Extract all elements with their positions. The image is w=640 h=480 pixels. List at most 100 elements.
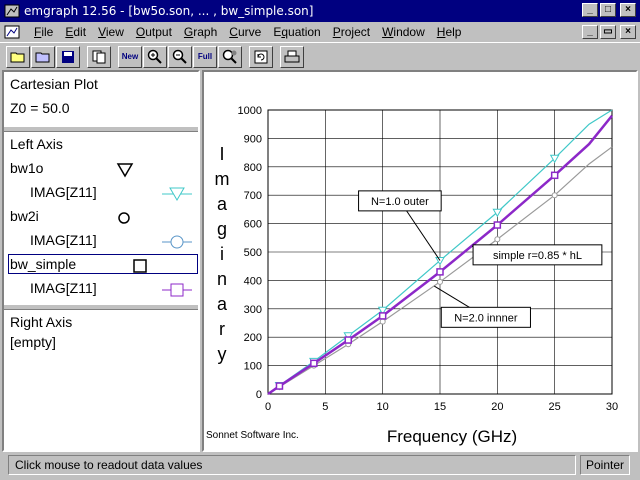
left-axis-panel: Left Axis bw1o IMAG[Z11] bw2i IMAG[Z11] … [4, 132, 198, 302]
annotation-label: simple r=0.85 * hL [493, 250, 582, 262]
menu-item[interactable]: View [98, 25, 124, 39]
data-point [492, 208, 503, 218]
plot-info-panel: Cartesian Plot Z0 = 50.0 [4, 72, 198, 126]
y-tick-label: 1000 [238, 105, 262, 117]
app-icon[interactable] [4, 3, 20, 19]
save-icon [62, 50, 74, 63]
legend-pane: Cartesian Plot Z0 = 50.0 Left Axis bw1o … [2, 70, 200, 452]
right-axis-panel: Right Axis [empty] [4, 310, 198, 450]
printer-icon [284, 50, 300, 62]
y-tick-label: 100 [244, 361, 262, 373]
footer-credit: Sonnet Software Inc. [206, 430, 299, 441]
triangle-symbol-icon [116, 163, 134, 178]
selected-trace-highlight[interactable] [8, 254, 198, 274]
trace-measurement: IMAG[Z11] [30, 232, 97, 248]
open-project-button[interactable] [31, 45, 55, 68]
x-tick-label: 20 [491, 401, 503, 413]
new-label: New [121, 52, 139, 61]
menu-item[interactable]: Edit [65, 25, 87, 39]
print-button[interactable] [280, 45, 304, 68]
doc-restore-button[interactable]: ▭ [600, 25, 616, 39]
status-bar: Click mouse to readout data values Point… [0, 452, 640, 480]
x-tick-label: 10 [377, 401, 389, 413]
zoom-settings-icon [222, 49, 237, 64]
x-tick-label: 25 [549, 401, 561, 413]
trace-measurement: IMAG[Z11] [30, 280, 97, 296]
data-point [310, 359, 318, 368]
x-tick-label: 5 [322, 401, 328, 413]
document-icon[interactable] [4, 24, 20, 40]
plot-frame [267, 109, 613, 395]
menu-bar: File Edit View Output Graph Curve Equation Proj… [0, 22, 640, 42]
title-bar: emgraph 12.56 - [bw5o.son, ... , bw_simp… [0, 0, 640, 22]
left-axis-title: Left Axis [10, 136, 63, 152]
zoom-in-button[interactable] [143, 45, 167, 68]
data-point [343, 332, 354, 341]
menu-item[interactable]: Equation [273, 25, 321, 39]
trace-line-sample-blue [162, 235, 192, 249]
maximize-button[interactable]: □ [600, 3, 616, 17]
circle-symbol-icon [118, 212, 130, 224]
z0-label: Z0 = 50.0 [10, 100, 70, 116]
menu-item[interactable]: Project [332, 25, 371, 39]
close-button[interactable]: × [620, 3, 636, 17]
y-tick-label: 400 [244, 275, 262, 287]
menu-item[interactable]: File [34, 25, 54, 39]
annotation-box [440, 306, 531, 328]
panel-divider[interactable] [4, 304, 198, 310]
data-point [437, 278, 443, 285]
doc-minimize-button[interactable]: _ [582, 25, 598, 39]
new-button[interactable]: New [118, 45, 142, 68]
zoom-out-button[interactable] [168, 45, 192, 68]
y-tick-label: 200 [244, 332, 262, 344]
trace-line-sample-cyan [162, 187, 192, 201]
plot-type-label: Cartesian Plot [10, 76, 98, 92]
zoom-full-button[interactable]: Full [193, 45, 217, 68]
trace-measurement: IMAG[Z11] [30, 184, 97, 200]
trace-name[interactable]: bw2i [10, 208, 39, 224]
status-mode: Pointer [580, 455, 630, 475]
trace-name[interactable]: bw1o [10, 160, 44, 176]
menu-item[interactable]: Help [436, 25, 462, 39]
x-tick-label: 30 [606, 401, 618, 413]
panel-divider[interactable] [4, 126, 198, 132]
zoom-settings-button[interactable] [218, 45, 242, 68]
plot-area[interactable]: 0 100 200 300 400 500 600 700 800 900 1000 0 5 10 15 20… [202, 70, 638, 452]
copy-button[interactable] [87, 45, 111, 68]
open-button[interactable] [6, 45, 30, 68]
cartesian-chart[interactable]: 0 100 200 300 400 500 600 700 800 900 1000 0 5 10 15 20… [204, 72, 636, 450]
data-point [435, 257, 445, 266]
menu-item[interactable]: Graph [183, 25, 218, 39]
right-axis-title: Right Axis [10, 314, 73, 330]
data-point [549, 154, 560, 164]
annotation-box [472, 244, 603, 266]
y-tick-label: 600 [244, 219, 262, 231]
refresh-button[interactable] [249, 45, 273, 68]
data-point [379, 318, 386, 325]
annotation-box [358, 190, 442, 212]
save-button[interactable] [56, 45, 80, 68]
annotation-label: N=1.0 outer [371, 196, 429, 208]
open-project-icon [35, 52, 50, 62]
data-point [377, 306, 388, 316]
doc-close-button[interactable]: × [620, 25, 636, 39]
zoom-in-icon [147, 49, 162, 64]
series-line [267, 114, 613, 396]
menu-item[interactable]: Output [135, 25, 172, 39]
data-point [494, 236, 501, 243]
menu-item[interactable]: Curve [229, 25, 262, 39]
x-axis-label: Frequency (GHz) [387, 427, 517, 446]
data-point [378, 312, 387, 320]
y-tick-label: 700 [244, 190, 262, 202]
trace-name[interactable]: bw_simple [10, 256, 77, 272]
data-point [344, 336, 353, 344]
data-point [275, 382, 284, 390]
status-message: Click mouse to readout data values [8, 455, 576, 475]
data-point [551, 192, 558, 199]
menu-item[interactable]: Window [382, 25, 425, 39]
minimize-button[interactable]: _ [582, 3, 598, 17]
y-tick-label: 800 [244, 162, 262, 174]
data-point [550, 171, 559, 180]
trace-line-sample-purple [162, 283, 192, 297]
square-symbol-icon [133, 259, 147, 273]
